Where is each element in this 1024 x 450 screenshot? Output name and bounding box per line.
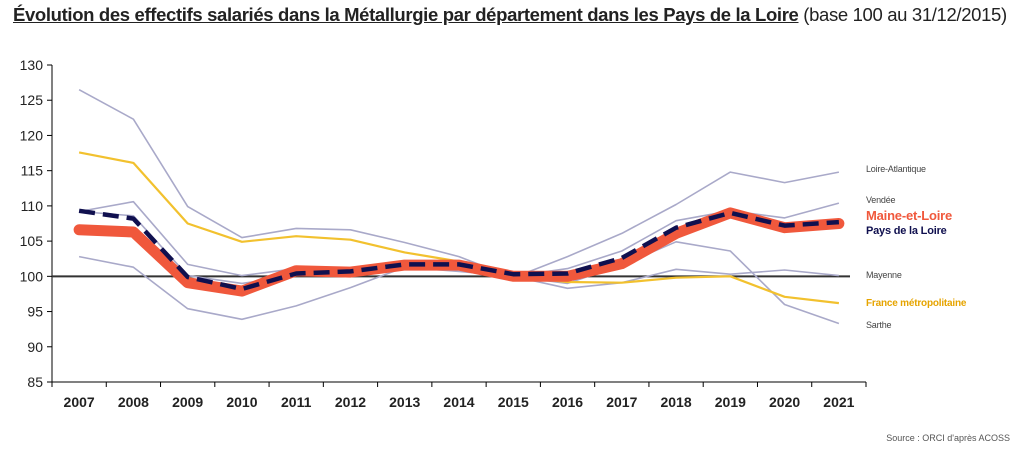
x-tick-label: 2016 <box>552 394 583 410</box>
x-tick-label: 2020 <box>769 394 800 410</box>
chart-series-lines <box>73 88 845 325</box>
chart-title-sub: (base 100 au 31/12/2015) <box>803 4 1007 25</box>
x-tick-label: 2009 <box>172 394 203 410</box>
series-label-pays-de-la-loire: Pays de la Loire <box>866 225 947 237</box>
y-tick-label: 115 <box>21 163 44 179</box>
series-label-vendee: Vendée <box>866 195 896 205</box>
series-label-france-metropolitaine: France métropolitaine <box>866 298 967 309</box>
chart-title: Évolution des effectifs salariés dans la… <box>13 4 1007 26</box>
chart-axes: 85 90 95 100 105 110 115 120 125 130 2007 2008 2009 2… <box>20 57 867 410</box>
y-tick-label: 85 <box>27 374 43 390</box>
source-note: Source : ORCI d'après ACOSS <box>886 433 1010 443</box>
series-label-maine-et-loire: Maine-et-Loire <box>866 208 952 223</box>
x-tick-label: 2015 <box>498 394 529 410</box>
series-line-loire-atlantique <box>78 88 840 279</box>
y-tick-label: 105 <box>20 233 44 249</box>
series-line-mayenne <box>78 255 839 321</box>
x-tick-label: 2011 <box>281 394 312 410</box>
series-label-sarthe: Sarthe <box>866 320 892 330</box>
y-tick-label: 110 <box>21 198 44 214</box>
x-tick-label: 2008 <box>118 394 149 410</box>
chart-series-labels: Loire-Atlantique Vendée Mayenne Sarthe Franc… <box>866 164 967 330</box>
y-tick-label: 125 <box>20 92 44 108</box>
x-tick-label: 2012 <box>335 394 366 410</box>
y-tick-label: 95 <box>27 304 43 320</box>
x-tick-label: 2010 <box>226 394 257 410</box>
x-tick-label: 2018 <box>660 394 691 410</box>
series-line-pays-de-la-loire <box>78 208 840 292</box>
series-label-loire-atlantique: Loire-Atlantique <box>866 164 926 174</box>
y-tick-label: 100 <box>20 268 44 284</box>
x-tick-label: 2019 <box>715 394 746 410</box>
x-tick-label: 2021 <box>823 394 854 410</box>
y-tick-label: 120 <box>20 127 44 143</box>
y-tick-label: 90 <box>27 339 43 355</box>
chart-title-main: Évolution des effectifs salariés dans la… <box>13 4 799 25</box>
series-label-mayenne: Mayenne <box>866 270 902 280</box>
x-tick-label: 2017 <box>606 394 637 410</box>
x-tick-label: 2014 <box>443 394 474 410</box>
x-tick-label: 2007 <box>64 394 95 410</box>
y-tick-label: 130 <box>20 57 44 73</box>
x-tick-label: 2013 <box>389 394 420 410</box>
